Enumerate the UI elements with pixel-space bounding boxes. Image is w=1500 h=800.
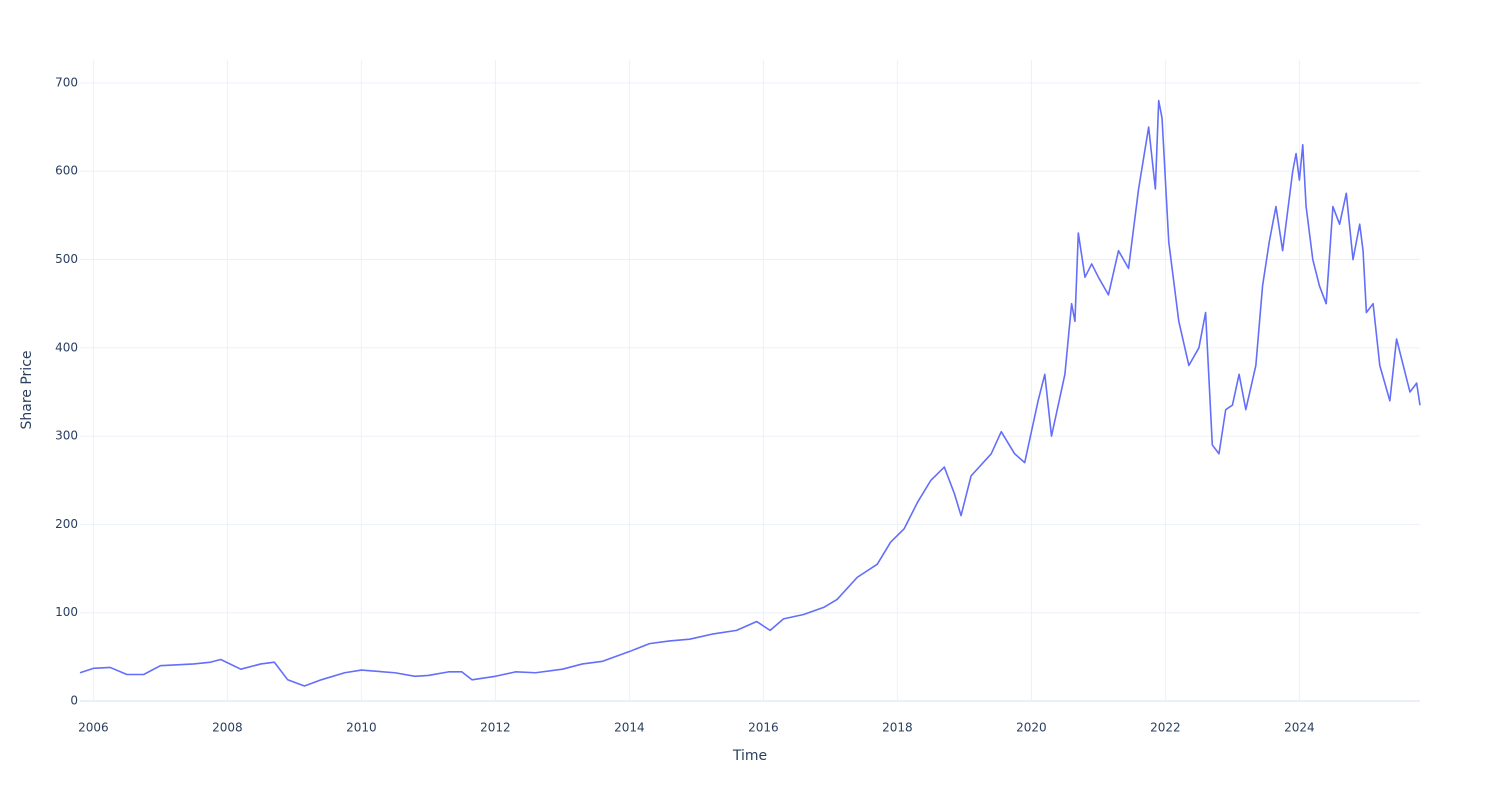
y-tick-label: 600 bbox=[55, 164, 78, 178]
x-tick-label: 2022 bbox=[1150, 721, 1181, 735]
y-tick-label: 200 bbox=[55, 517, 78, 531]
line-series bbox=[79, 99, 1421, 687]
x-tick-label: 2014 bbox=[614, 721, 645, 735]
y-tick-label: 300 bbox=[55, 429, 78, 443]
x-tick-label: 2018 bbox=[882, 721, 913, 735]
x-tick-label: 2016 bbox=[748, 721, 779, 735]
y-tick-label: 0 bbox=[70, 694, 78, 708]
y-axis-title: Share Price bbox=[19, 350, 35, 429]
x-tick-label: 2012 bbox=[480, 721, 511, 735]
y-tick-label: 400 bbox=[55, 340, 78, 354]
x-tick-label: 2010 bbox=[346, 721, 377, 735]
y-tick-label: 700 bbox=[55, 75, 78, 89]
y-tick-label: 100 bbox=[55, 605, 78, 619]
x-tick-label: 2006 bbox=[78, 721, 109, 735]
x-axis-title: Time bbox=[732, 748, 767, 764]
y-tick-label: 500 bbox=[55, 252, 78, 266]
x-tick-label: 2020 bbox=[1016, 721, 1047, 735]
x-tick-label: 2024 bbox=[1284, 721, 1315, 735]
x-tick-label: 2008 bbox=[212, 721, 243, 735]
